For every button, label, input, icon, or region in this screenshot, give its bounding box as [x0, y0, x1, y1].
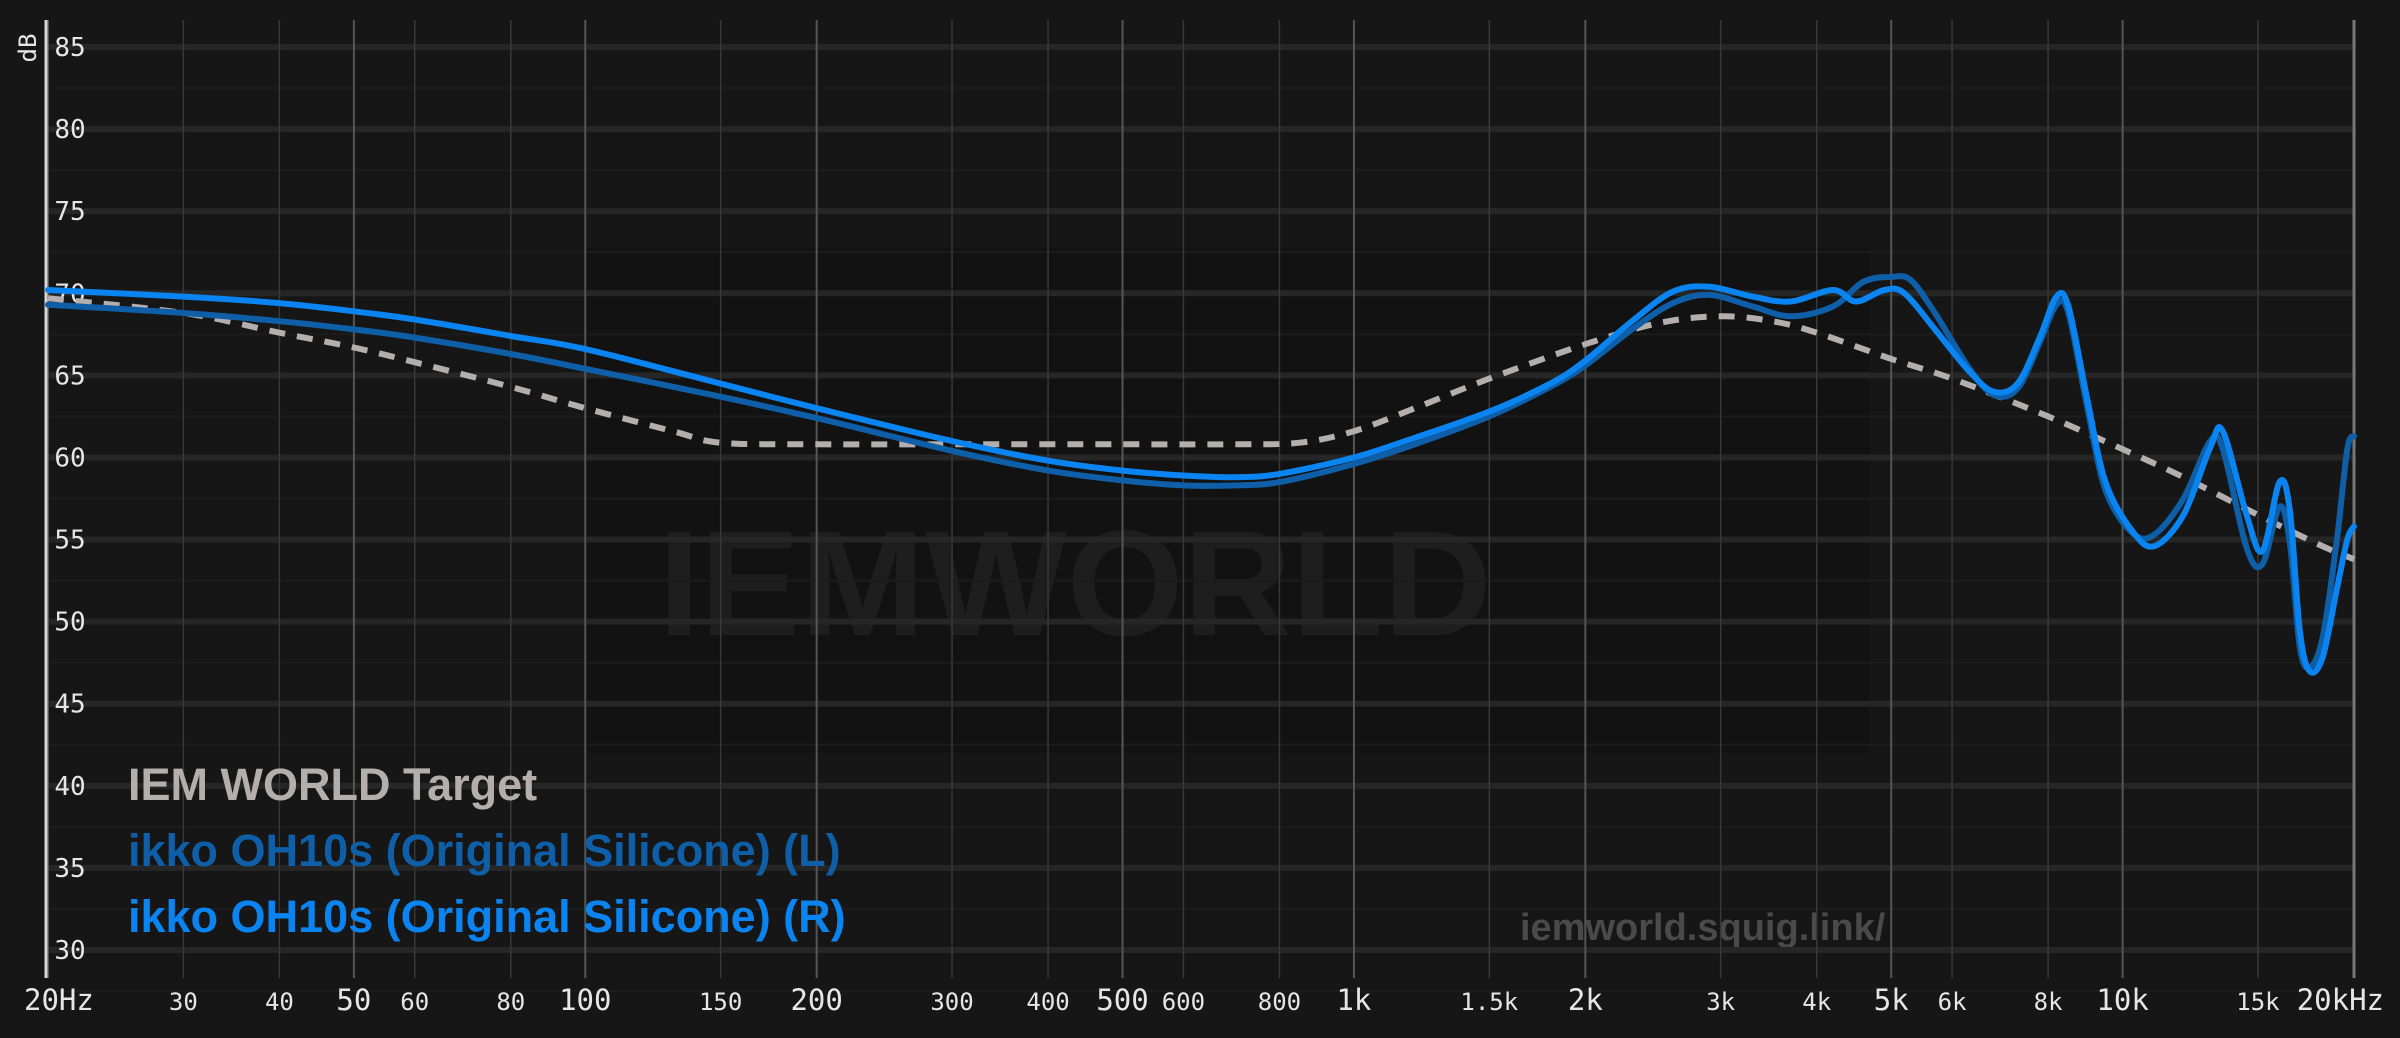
watermark-box [585, 248, 1870, 753]
x-tick-label: 40 [265, 988, 294, 1016]
y-axis-label: dB [14, 34, 42, 63]
target-curve [47, 295, 2356, 562]
legend-target: IEM WORLD Target [128, 759, 537, 810]
y-tick-label: 35 [54, 854, 85, 884]
x-tick-label: 200 [790, 983, 842, 1017]
y-tick-label: 45 [54, 690, 85, 720]
x-tick-label: 100 [559, 983, 611, 1017]
y-tick-label: 65 [54, 361, 85, 391]
x-tick-label: 600 [1162, 988, 1205, 1016]
x-tick-label: 10k [2096, 983, 2149, 1017]
x-tick-label: 400 [1026, 988, 1069, 1016]
y-tick-label: 80 [54, 115, 85, 145]
y-tick-label: 40 [54, 772, 85, 802]
x-tick-label: 50 [336, 983, 371, 1017]
x-tick-label: 20kHz [2297, 983, 2384, 1017]
legend-right-ear: ikko OH10s (Original Silicone) (R) [128, 891, 846, 942]
x-tick-label: 1.5k [1460, 988, 1518, 1016]
x-tick-label: 6k [1938, 988, 1967, 1016]
x-tick-label: 60 [400, 988, 429, 1016]
x-axis-ticks: 20Hz 30 40 50 60 80 100 150 200 300 400 500 600 800 1k… [24, 983, 2384, 1017]
x-tick-label: 30 [169, 988, 198, 1016]
y-tick-label: 85 [54, 33, 85, 63]
watermark-brand: IEMWORLD [658, 499, 1491, 667]
x-tick-label: 8k [2034, 988, 2063, 1016]
y-tick-label: 60 [54, 443, 85, 473]
legend-left-ear: ikko OH10s (Original Silicone) (L) [128, 825, 841, 876]
y-tick-label: 30 [54, 936, 85, 966]
x-tick-label: 20Hz [24, 983, 94, 1017]
x-tick-label: 80 [496, 988, 525, 1016]
series-lines [45, 273, 2357, 676]
watermark: IEMWORLD iemworld.squig.link/ [585, 248, 1886, 949]
y-tick-label: 55 [54, 526, 85, 556]
right-ear-curve [45, 283, 2357, 676]
x-tick-label: 15k [2236, 988, 2280, 1016]
x-tick-label: 300 [930, 988, 973, 1016]
y-tick-label: 50 [54, 608, 85, 638]
x-tick-label: 5k [1874, 983, 1909, 1017]
watermark-url: iemworld.squig.link/ [1520, 907, 1886, 949]
x-tick-label: 500 [1096, 983, 1148, 1017]
legend: IEM WORLD Target ikko OH10s (Original Si… [128, 759, 846, 942]
x-tick-label: 4k [1802, 988, 1831, 1016]
x-tick-label: 3k [1706, 988, 1735, 1016]
x-tick-label: 1k [1336, 983, 1371, 1017]
x-tick-label: 2k [1568, 983, 1603, 1017]
x-tick-label: 800 [1258, 988, 1301, 1016]
y-tick-label: 75 [54, 197, 85, 227]
grid [44, 20, 2356, 993]
x-tick-label: 150 [699, 988, 742, 1016]
